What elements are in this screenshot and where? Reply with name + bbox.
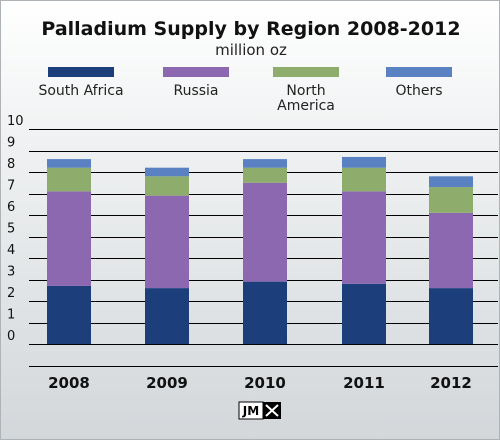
bar-segment [243,182,287,282]
bar-segment [145,176,189,196]
chart-title: Palladium Supply by Region 2008-2012 [41,18,460,40]
bar-segment [243,281,287,344]
jm-logo-text: JM [242,404,259,418]
y-tick-label: 2 [7,286,15,301]
x-tick-label: 2008 [48,374,90,392]
legend: South Africa Russia North America Others [38,67,452,114]
legend-swatch [273,67,339,77]
bar-segment [342,283,386,344]
y-axis-ticks: 0 1 2 3 4 5 6 7 8 9 10 [7,114,24,344]
bar-segment [47,167,91,192]
bar-segment [145,288,189,344]
x-tick-label: 2012 [430,374,472,392]
x-axis-labels: 2008 2009 2010 2011 2012 [48,374,472,392]
y-tick-label: 8 [7,157,15,172]
bar-segment [342,167,386,192]
y-tick-label: 0 [7,329,15,344]
bar-segment [342,156,386,168]
jm-logo: JM [238,401,281,420]
y-tick-label: 1 [7,308,15,323]
bar-segment [429,212,473,289]
bar-segment [429,176,473,188]
x-tick-label: 2009 [146,374,188,392]
legend-swatch [48,67,114,77]
legend-label: Russia [173,83,218,99]
legend-swatch [386,67,452,77]
bar-segment [145,167,189,177]
legend-label: South Africa [38,83,123,99]
chart-subtitle: million oz [215,41,287,59]
x-tick-label: 2011 [343,374,385,392]
bar-segment [47,285,91,344]
bar-segment [243,167,287,183]
y-tick-label: 9 [7,136,15,151]
bar-segment [243,159,287,168]
y-tick-label: 5 [7,222,15,237]
bar-segment [47,191,91,286]
hammers-icon-glyph [265,404,279,417]
legend-swatch [163,67,229,77]
y-tick-label: 6 [7,200,15,215]
bars [47,156,473,344]
legend-label: North America [277,83,335,114]
bar-segment [429,288,473,344]
x-tick-label: 2010 [244,374,286,392]
bar-segment [145,195,189,289]
y-tick-label: 7 [7,179,15,194]
legend-label: Others [395,83,442,99]
bar-segment [429,187,473,213]
y-tick-label: 10 [7,114,24,129]
bar-segment [47,159,91,168]
y-tick-label: 4 [7,243,15,258]
y-tick-label: 3 [7,265,15,280]
bar-segment [342,191,386,284]
